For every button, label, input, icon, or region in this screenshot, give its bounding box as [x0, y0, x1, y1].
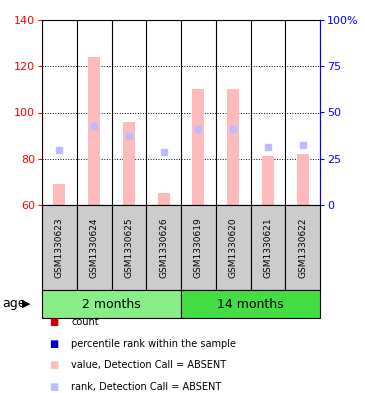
Text: count: count [71, 317, 99, 327]
Bar [88, 57, 100, 205]
Text: GSM1330623: GSM1330623 [55, 217, 64, 278]
Text: ■: ■ [49, 338, 58, 349]
Text: percentile rank within the sample: percentile rank within the sample [71, 338, 236, 349]
Text: GSM1330621: GSM1330621 [264, 217, 272, 278]
Bar [42, 290, 181, 318]
Text: 14 months: 14 months [217, 298, 284, 310]
Bar [111, 205, 146, 290]
Bar [192, 89, 204, 205]
Text: GSM1330619: GSM1330619 [194, 217, 203, 278]
Bar [123, 122, 135, 205]
Text: GSM1330622: GSM1330622 [298, 217, 307, 278]
Bar [296, 154, 309, 205]
Text: 2 months: 2 months [82, 298, 141, 310]
Text: ■: ■ [49, 382, 58, 392]
Bar [262, 156, 274, 205]
Bar [227, 89, 239, 205]
Text: ■: ■ [49, 360, 58, 370]
Text: GSM1330620: GSM1330620 [228, 217, 238, 278]
Text: GSM1330626: GSM1330626 [159, 217, 168, 278]
Bar [285, 205, 320, 290]
Bar [250, 205, 285, 290]
Text: ■: ■ [49, 317, 58, 327]
Bar [181, 205, 216, 290]
Bar [216, 205, 250, 290]
Bar [181, 290, 320, 318]
Text: rank, Detection Call = ABSENT: rank, Detection Call = ABSENT [71, 382, 222, 392]
Text: GSM1330625: GSM1330625 [124, 217, 133, 278]
Text: value, Detection Call = ABSENT: value, Detection Call = ABSENT [71, 360, 226, 370]
Text: age: age [2, 298, 25, 310]
Bar [158, 193, 170, 205]
Bar [42, 205, 77, 290]
Bar [146, 205, 181, 290]
Text: GSM1330624: GSM1330624 [90, 217, 99, 278]
Bar [53, 184, 65, 205]
Bar [77, 205, 111, 290]
Text: ▶: ▶ [22, 299, 31, 309]
